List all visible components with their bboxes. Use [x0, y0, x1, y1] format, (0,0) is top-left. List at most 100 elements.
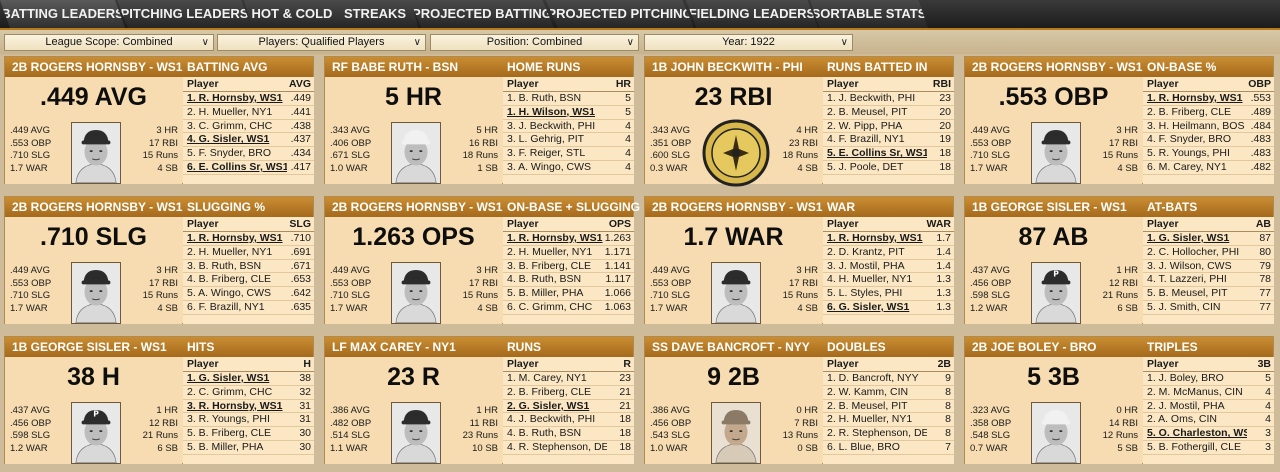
table-row[interactable]: 2. J. Mostil, PHA 4: [1143, 400, 1274, 414]
row-player[interactable]: 4. T. Lazzeri, PHI: [1147, 273, 1227, 286]
table-row[interactable]: 2. B. Meusel, PIT 8: [823, 400, 954, 414]
table-row[interactable]: 2. A. Oms, CIN 4: [1143, 413, 1274, 428]
table-row[interactable]: 2. H. Mueller, NY1 .691: [183, 246, 314, 260]
table-row[interactable]: 1. R. Hornsby, WS1 .710: [183, 232, 314, 246]
column-header-player[interactable]: Player: [1147, 358, 1179, 370]
column-header-player[interactable]: Player: [507, 78, 539, 90]
table-row[interactable]: 5. O. Charleston, WS1 3: [1143, 427, 1274, 441]
column-header-stat[interactable]: HR: [615, 78, 631, 90]
leader-player-name[interactable]: 2B ROGERS HORNSBY - WS1: [12, 200, 183, 214]
row-player[interactable]: 2. H. Mueller, NY1: [827, 413, 913, 426]
row-player[interactable]: 6. E. Collins Sr, WS1: [187, 160, 287, 173]
table-row[interactable]: 4. R. Stephenson, DET 18: [503, 441, 634, 455]
table-row[interactable]: 2. C. Hollocher, PHI 80: [1143, 246, 1274, 260]
leader-player-name[interactable]: 2B ROGERS HORNSBY - WS1: [652, 200, 823, 214]
table-row[interactable]: 6. G. Sisler, WS1 1.3: [823, 301, 954, 315]
column-header-stat[interactable]: WAR: [926, 218, 952, 230]
row-player[interactable]: 5. A. Wingo, CWS: [187, 287, 272, 300]
column-header-stat[interactable]: SLG: [289, 218, 311, 230]
column-header-stat[interactable]: H: [303, 358, 311, 370]
table-row[interactable]: 1. H. Wilson, WS1 5: [503, 106, 634, 120]
column-header-stat[interactable]: AVG: [289, 78, 311, 90]
row-player[interactable]: 2. M. McManus, CIN: [1147, 385, 1243, 398]
table-row[interactable]: 4. H. Mueller, NY1 1.3: [823, 273, 954, 288]
row-player[interactable]: 1. H. Wilson, WS1: [507, 105, 595, 118]
leader-player-name[interactable]: 1B GEORGE SISLER - WS1: [972, 200, 1127, 214]
column-header-player[interactable]: Player: [507, 358, 539, 370]
row-player[interactable]: 5. B. Miller, PHA: [187, 440, 264, 453]
table-row[interactable]: 3. L. Gehrig, PIT 4: [503, 133, 634, 148]
row-player[interactable]: 4. B. Ruth, BSN: [507, 427, 582, 440]
column-header-stat[interactable]: 3B: [1257, 358, 1271, 370]
table-row[interactable]: 3. B. Friberg, CLE 1.141: [503, 260, 634, 274]
row-player[interactable]: 4. B. Friberg, CLE: [187, 273, 272, 286]
table-row[interactable]: 3. B. Ruth, BSN .671: [183, 260, 314, 274]
row-player[interactable]: 4. H. Mueller, NY1: [827, 273, 913, 286]
table-row[interactable]: 4. B. Ruth, BSN 18: [503, 427, 634, 441]
row-player[interactable]: 5. L. Styles, PHI: [827, 287, 903, 300]
table-row[interactable]: 2. W. Pipp, PHA 20: [823, 120, 954, 134]
table-row[interactable]: 1. G. Sisler, WS1 87: [1143, 232, 1274, 246]
leader-player-name[interactable]: SS DAVE BANCROFT - NYY: [652, 340, 810, 354]
row-player[interactable]: 5. B. Friberg, CLE: [187, 427, 272, 440]
column-header-player[interactable]: Player: [187, 358, 219, 370]
table-row[interactable]: 2. H. Mueller, NY1 1.171: [503, 246, 634, 260]
leader-player-name[interactable]: 2B ROGERS HORNSBY - WS1: [972, 60, 1143, 74]
row-player[interactable]: 2. W. Kamm, CIN: [827, 385, 909, 398]
table-row[interactable]: 5. B. Miller, PHA 1.066: [503, 287, 634, 301]
tab-fielding-leaders[interactable]: FIELDING LEADERS: [686, 0, 818, 28]
row-player[interactable]: 5. F. Snyder, BRO: [187, 147, 272, 160]
row-player[interactable]: 5. B. Fothergill, CLE: [1147, 440, 1241, 453]
table-row[interactable]: 6. L. Blue, BRO 7: [823, 441, 954, 455]
row-player[interactable]: 1. R. Hornsby, WS1: [187, 232, 283, 244]
column-header-player[interactable]: Player: [1147, 218, 1179, 230]
table-row[interactable]: 6. E. Collins Sr, WS1.417: [183, 161, 314, 175]
table-row[interactable]: 3. J. Wilson, CWS 79: [1143, 260, 1274, 274]
table-row[interactable]: 5. B. Miller, PHA 30: [183, 441, 314, 455]
player-photo[interactable]: [711, 402, 761, 464]
row-player[interactable]: 2. W. Pipp, PHA: [827, 119, 903, 132]
table-row[interactable]: 5. L. Styles, PHI 1.3: [823, 287, 954, 301]
row-player[interactable]: 2. R. Stephenson, DET: [827, 427, 927, 440]
leader-player-name[interactable]: 2B ROGERS HORNSBY - WS1: [332, 200, 503, 214]
row-player[interactable]: 1. R. Hornsby, WS1: [827, 232, 923, 244]
row-player[interactable]: 1. D. Bancroft, NYY: [827, 372, 919, 384]
player-photo[interactable]: P: [71, 402, 121, 464]
row-player[interactable]: 3. F. Reiger, STL: [507, 147, 586, 160]
row-player[interactable]: 3. B. Friberg, CLE: [507, 259, 592, 272]
row-player[interactable]: 1. G. Sisler, WS1: [1147, 232, 1230, 244]
row-player[interactable]: 2. B. Friberg, CLE: [1147, 105, 1232, 118]
table-row[interactable]: 2. B. Friberg, CLE 21: [503, 386, 634, 400]
tab-batting-leaders[interactable]: BATTING LEADERS: [0, 0, 125, 28]
row-player[interactable]: 2. B. Meusel, PIT: [827, 399, 908, 412]
year-select[interactable]: Year: 1922 ∨: [644, 34, 853, 51]
league-scope-select[interactable]: League Scope: Combined ∨: [4, 34, 214, 51]
player-photo[interactable]: [391, 262, 441, 324]
table-row[interactable]: 2. B. Meusel, PIT 20: [823, 106, 954, 120]
column-header-player[interactable]: Player: [827, 218, 859, 230]
table-row[interactable]: 2. H. Mueller, NY1 8: [823, 413, 954, 428]
row-player[interactable]: 2. H. Mueller, NY1: [187, 105, 273, 118]
row-player[interactable]: 3. J. Beckwith, PHI: [507, 119, 596, 132]
row-player[interactable]: 1. R. Hornsby, WS1: [507, 232, 603, 244]
table-row[interactable]: 2. G. Sisler, WS1 21: [503, 400, 634, 414]
row-player[interactable]: 2. B. Meusel, PIT: [827, 105, 908, 118]
tab-sortable-stats[interactable]: SORTABLE STATS: [810, 0, 928, 28]
tab-projected-batting[interactable]: PROJECTED BATTING: [410, 0, 554, 28]
table-row[interactable]: 4. F. Brazill, NY1 19: [823, 133, 954, 148]
row-player[interactable]: 2. H. Mueller, NY1: [187, 245, 273, 258]
table-row[interactable]: 4. T. Lazzeri, PHI 78: [1143, 273, 1274, 288]
column-header-player[interactable]: Player: [187, 218, 219, 230]
row-player[interactable]: 3. R. Youngs, PHI: [187, 413, 270, 426]
table-row[interactable]: 3. R. Hornsby, WS1 31: [183, 400, 314, 414]
column-header-stat[interactable]: R: [623, 358, 631, 370]
row-player[interactable]: 3. C. Grimm, CHC: [187, 119, 273, 132]
row-player[interactable]: 3. B. Ruth, BSN: [187, 259, 262, 272]
column-header-stat[interactable]: RBI: [932, 78, 951, 90]
table-row[interactable]: 6. C. Grimm, CHC 1.063: [503, 301, 634, 315]
table-row[interactable]: 5. J. Poole, DET 18: [823, 161, 954, 175]
leader-player-name[interactable]: RF BABE RUTH - BSN: [332, 60, 458, 74]
player-photo[interactable]: [391, 122, 441, 184]
column-header-player[interactable]: Player: [827, 78, 859, 90]
table-row[interactable]: 5. B. Fothergill, CLE 3: [1143, 441, 1274, 455]
